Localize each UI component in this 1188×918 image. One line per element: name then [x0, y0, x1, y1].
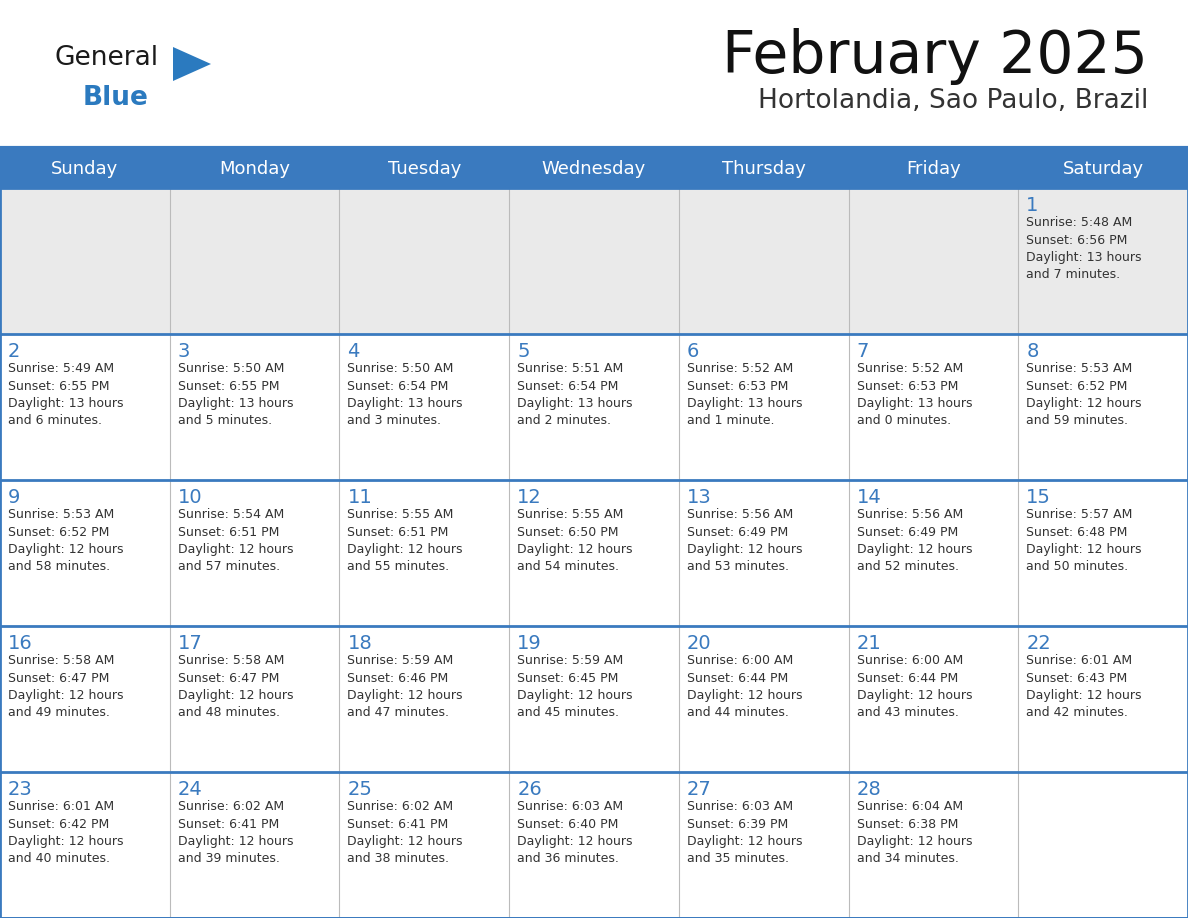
- Text: 9: 9: [8, 488, 20, 507]
- Text: 23: 23: [8, 780, 33, 799]
- Text: 16: 16: [8, 634, 33, 653]
- Text: 22: 22: [1026, 634, 1051, 653]
- Text: 21: 21: [857, 634, 881, 653]
- Text: Friday: Friday: [906, 160, 961, 178]
- Text: 25: 25: [347, 780, 372, 799]
- Text: 18: 18: [347, 634, 372, 653]
- Text: 24: 24: [178, 780, 202, 799]
- Text: Sunrise: 5:55 AM
Sunset: 6:50 PM
Daylight: 12 hours
and 54 minutes.: Sunrise: 5:55 AM Sunset: 6:50 PM Dayligh…: [517, 508, 633, 574]
- Text: 27: 27: [687, 780, 712, 799]
- Text: 5: 5: [517, 342, 530, 361]
- Text: 14: 14: [857, 488, 881, 507]
- Text: Sunrise: 6:02 AM
Sunset: 6:41 PM
Daylight: 12 hours
and 38 minutes.: Sunrise: 6:02 AM Sunset: 6:41 PM Dayligh…: [347, 800, 463, 866]
- Text: Sunrise: 5:52 AM
Sunset: 6:53 PM
Daylight: 13 hours
and 1 minute.: Sunrise: 5:52 AM Sunset: 6:53 PM Dayligh…: [687, 362, 802, 428]
- Text: February 2025: February 2025: [722, 28, 1148, 85]
- Text: 17: 17: [178, 634, 202, 653]
- Text: 8: 8: [1026, 342, 1038, 361]
- Text: Sunrise: 5:56 AM
Sunset: 6:49 PM
Daylight: 12 hours
and 53 minutes.: Sunrise: 5:56 AM Sunset: 6:49 PM Dayligh…: [687, 508, 802, 574]
- Text: 20: 20: [687, 634, 712, 653]
- Text: General: General: [55, 45, 159, 71]
- Text: Sunrise: 5:53 AM
Sunset: 6:52 PM
Daylight: 12 hours
and 58 minutes.: Sunrise: 5:53 AM Sunset: 6:52 PM Dayligh…: [8, 508, 124, 574]
- Text: Sunrise: 6:01 AM
Sunset: 6:43 PM
Daylight: 12 hours
and 42 minutes.: Sunrise: 6:01 AM Sunset: 6:43 PM Dayligh…: [1026, 654, 1142, 720]
- Text: 6: 6: [687, 342, 700, 361]
- Text: Sunrise: 5:55 AM
Sunset: 6:51 PM
Daylight: 12 hours
and 55 minutes.: Sunrise: 5:55 AM Sunset: 6:51 PM Dayligh…: [347, 508, 463, 574]
- Text: Sunrise: 6:01 AM
Sunset: 6:42 PM
Daylight: 12 hours
and 40 minutes.: Sunrise: 6:01 AM Sunset: 6:42 PM Dayligh…: [8, 800, 124, 866]
- Text: Sunrise: 6:00 AM
Sunset: 6:44 PM
Daylight: 12 hours
and 44 minutes.: Sunrise: 6:00 AM Sunset: 6:44 PM Dayligh…: [687, 654, 802, 720]
- Text: 11: 11: [347, 488, 372, 507]
- Text: Sunrise: 5:50 AM
Sunset: 6:55 PM
Daylight: 13 hours
and 5 minutes.: Sunrise: 5:50 AM Sunset: 6:55 PM Dayligh…: [178, 362, 293, 428]
- Text: Sunrise: 6:04 AM
Sunset: 6:38 PM
Daylight: 12 hours
and 34 minutes.: Sunrise: 6:04 AM Sunset: 6:38 PM Dayligh…: [857, 800, 972, 866]
- Text: 2: 2: [8, 342, 20, 361]
- Text: Tuesday: Tuesday: [387, 160, 461, 178]
- Text: Sunrise: 5:57 AM
Sunset: 6:48 PM
Daylight: 12 hours
and 50 minutes.: Sunrise: 5:57 AM Sunset: 6:48 PM Dayligh…: [1026, 508, 1142, 574]
- Text: 19: 19: [517, 634, 542, 653]
- Text: Sunrise: 5:51 AM
Sunset: 6:54 PM
Daylight: 13 hours
and 2 minutes.: Sunrise: 5:51 AM Sunset: 6:54 PM Dayligh…: [517, 362, 633, 428]
- Text: 3: 3: [178, 342, 190, 361]
- Text: Sunrise: 6:03 AM
Sunset: 6:39 PM
Daylight: 12 hours
and 35 minutes.: Sunrise: 6:03 AM Sunset: 6:39 PM Dayligh…: [687, 800, 802, 866]
- Text: Hortolandia, Sao Paulo, Brazil: Hortolandia, Sao Paulo, Brazil: [758, 88, 1148, 114]
- Text: Sunrise: 5:54 AM
Sunset: 6:51 PM
Daylight: 12 hours
and 57 minutes.: Sunrise: 5:54 AM Sunset: 6:51 PM Dayligh…: [178, 508, 293, 574]
- Text: 10: 10: [178, 488, 202, 507]
- Text: Saturday: Saturday: [1062, 160, 1144, 178]
- Text: 7: 7: [857, 342, 868, 361]
- Text: 15: 15: [1026, 488, 1051, 507]
- Text: Monday: Monday: [219, 160, 290, 178]
- Text: Wednesday: Wednesday: [542, 160, 646, 178]
- Text: Sunrise: 5:48 AM
Sunset: 6:56 PM
Daylight: 13 hours
and 7 minutes.: Sunrise: 5:48 AM Sunset: 6:56 PM Dayligh…: [1026, 216, 1142, 282]
- Text: Sunrise: 5:52 AM
Sunset: 6:53 PM
Daylight: 13 hours
and 0 minutes.: Sunrise: 5:52 AM Sunset: 6:53 PM Dayligh…: [857, 362, 972, 428]
- Text: Sunday: Sunday: [51, 160, 119, 178]
- Text: Blue: Blue: [83, 85, 148, 111]
- Text: Sunrise: 5:56 AM
Sunset: 6:49 PM
Daylight: 12 hours
and 52 minutes.: Sunrise: 5:56 AM Sunset: 6:49 PM Dayligh…: [857, 508, 972, 574]
- Text: Sunrise: 5:49 AM
Sunset: 6:55 PM
Daylight: 13 hours
and 6 minutes.: Sunrise: 5:49 AM Sunset: 6:55 PM Dayligh…: [8, 362, 124, 428]
- Text: Thursday: Thursday: [722, 160, 805, 178]
- Text: Sunrise: 5:58 AM
Sunset: 6:47 PM
Daylight: 12 hours
and 49 minutes.: Sunrise: 5:58 AM Sunset: 6:47 PM Dayligh…: [8, 654, 124, 720]
- Text: Sunrise: 5:50 AM
Sunset: 6:54 PM
Daylight: 13 hours
and 3 minutes.: Sunrise: 5:50 AM Sunset: 6:54 PM Dayligh…: [347, 362, 463, 428]
- Bar: [0, 150, 1188, 188]
- Text: 1: 1: [1026, 196, 1038, 215]
- Text: Sunrise: 6:00 AM
Sunset: 6:44 PM
Daylight: 12 hours
and 43 minutes.: Sunrise: 6:00 AM Sunset: 6:44 PM Dayligh…: [857, 654, 972, 720]
- Text: 28: 28: [857, 780, 881, 799]
- Bar: [0, 188, 1188, 334]
- Text: 26: 26: [517, 780, 542, 799]
- Text: 4: 4: [347, 342, 360, 361]
- Text: Sunrise: 6:03 AM
Sunset: 6:40 PM
Daylight: 12 hours
and 36 minutes.: Sunrise: 6:03 AM Sunset: 6:40 PM Dayligh…: [517, 800, 633, 866]
- Text: Sunrise: 5:53 AM
Sunset: 6:52 PM
Daylight: 12 hours
and 59 minutes.: Sunrise: 5:53 AM Sunset: 6:52 PM Dayligh…: [1026, 362, 1142, 428]
- Polygon shape: [173, 47, 211, 81]
- Text: 12: 12: [517, 488, 542, 507]
- Text: Sunrise: 5:59 AM
Sunset: 6:46 PM
Daylight: 12 hours
and 47 minutes.: Sunrise: 5:59 AM Sunset: 6:46 PM Dayligh…: [347, 654, 463, 720]
- Text: Sunrise: 5:58 AM
Sunset: 6:47 PM
Daylight: 12 hours
and 48 minutes.: Sunrise: 5:58 AM Sunset: 6:47 PM Dayligh…: [178, 654, 293, 720]
- Text: Sunrise: 6:02 AM
Sunset: 6:41 PM
Daylight: 12 hours
and 39 minutes.: Sunrise: 6:02 AM Sunset: 6:41 PM Dayligh…: [178, 800, 293, 866]
- Text: 13: 13: [687, 488, 712, 507]
- Text: Sunrise: 5:59 AM
Sunset: 6:45 PM
Daylight: 12 hours
and 45 minutes.: Sunrise: 5:59 AM Sunset: 6:45 PM Dayligh…: [517, 654, 633, 720]
